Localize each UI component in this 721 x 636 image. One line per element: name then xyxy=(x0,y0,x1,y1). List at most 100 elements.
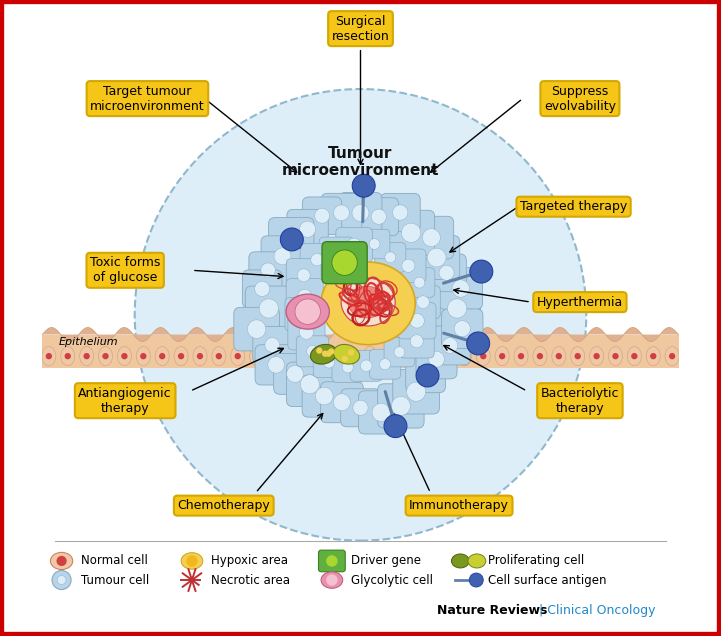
Ellipse shape xyxy=(609,347,622,366)
FancyBboxPatch shape xyxy=(255,345,297,385)
Ellipse shape xyxy=(174,347,188,366)
Circle shape xyxy=(296,308,309,321)
Circle shape xyxy=(410,314,425,328)
Circle shape xyxy=(439,265,454,280)
FancyBboxPatch shape xyxy=(245,286,292,331)
Circle shape xyxy=(414,277,425,288)
FancyBboxPatch shape xyxy=(427,254,466,292)
Circle shape xyxy=(322,350,328,357)
FancyBboxPatch shape xyxy=(387,211,435,255)
Ellipse shape xyxy=(382,347,396,366)
FancyBboxPatch shape xyxy=(286,362,333,406)
Ellipse shape xyxy=(457,347,472,366)
Text: Hyperthermia: Hyperthermia xyxy=(537,296,623,308)
Circle shape xyxy=(469,573,483,587)
Circle shape xyxy=(348,349,354,356)
Circle shape xyxy=(178,353,185,359)
FancyBboxPatch shape xyxy=(404,268,435,298)
Circle shape xyxy=(234,353,241,359)
Circle shape xyxy=(452,280,469,297)
Ellipse shape xyxy=(311,345,337,364)
Circle shape xyxy=(186,555,198,567)
Circle shape xyxy=(291,353,298,359)
Ellipse shape xyxy=(306,347,320,366)
FancyBboxPatch shape xyxy=(441,309,483,349)
Circle shape xyxy=(454,321,470,336)
Text: Normal cell: Normal cell xyxy=(81,555,148,567)
Circle shape xyxy=(56,556,66,566)
FancyBboxPatch shape xyxy=(286,279,323,314)
Text: Antiangiogenic
therapy: Antiangiogenic therapy xyxy=(79,387,172,415)
Ellipse shape xyxy=(231,347,244,366)
Ellipse shape xyxy=(438,347,453,366)
Circle shape xyxy=(392,205,408,220)
FancyBboxPatch shape xyxy=(300,244,334,276)
FancyBboxPatch shape xyxy=(433,286,481,331)
Circle shape xyxy=(140,353,146,359)
Circle shape xyxy=(84,353,90,359)
FancyBboxPatch shape xyxy=(332,352,363,382)
FancyBboxPatch shape xyxy=(430,326,470,365)
Ellipse shape xyxy=(212,347,226,366)
Circle shape xyxy=(57,576,66,584)
FancyBboxPatch shape xyxy=(336,228,373,263)
Circle shape xyxy=(442,353,448,359)
Circle shape xyxy=(314,208,329,223)
Circle shape xyxy=(428,351,444,367)
Ellipse shape xyxy=(321,262,415,345)
FancyBboxPatch shape xyxy=(384,338,415,367)
Ellipse shape xyxy=(341,278,395,326)
FancyBboxPatch shape xyxy=(322,242,367,284)
Circle shape xyxy=(480,353,487,359)
FancyBboxPatch shape xyxy=(369,349,401,379)
Circle shape xyxy=(298,289,311,303)
Circle shape xyxy=(402,223,421,242)
FancyBboxPatch shape xyxy=(234,307,280,351)
Ellipse shape xyxy=(321,572,342,588)
Ellipse shape xyxy=(79,347,94,366)
Text: Nature Reviews: Nature Reviews xyxy=(437,604,547,617)
Ellipse shape xyxy=(286,294,329,329)
Text: Proliferating cell: Proliferating cell xyxy=(487,555,584,567)
Text: Tumour cell: Tumour cell xyxy=(81,574,149,586)
FancyBboxPatch shape xyxy=(313,347,345,378)
FancyBboxPatch shape xyxy=(378,384,424,428)
FancyBboxPatch shape xyxy=(416,340,457,379)
Text: Bacteriolytic
therapy: Bacteriolytic therapy xyxy=(541,387,619,415)
Circle shape xyxy=(348,238,361,252)
Ellipse shape xyxy=(514,347,528,366)
Circle shape xyxy=(216,353,222,359)
Circle shape xyxy=(334,205,350,221)
Circle shape xyxy=(261,263,275,277)
Circle shape xyxy=(102,353,109,359)
FancyBboxPatch shape xyxy=(393,370,440,414)
Circle shape xyxy=(259,299,278,318)
Ellipse shape xyxy=(61,347,75,366)
Ellipse shape xyxy=(665,347,679,366)
FancyBboxPatch shape xyxy=(303,197,342,235)
Circle shape xyxy=(306,345,318,357)
FancyBboxPatch shape xyxy=(321,193,362,232)
Ellipse shape xyxy=(118,347,131,366)
Text: Target tumour
microenvironment: Target tumour microenvironment xyxy=(90,85,205,113)
FancyBboxPatch shape xyxy=(350,350,382,381)
Ellipse shape xyxy=(348,286,386,318)
FancyBboxPatch shape xyxy=(288,315,325,350)
Circle shape xyxy=(265,338,280,352)
Circle shape xyxy=(328,349,335,355)
FancyBboxPatch shape xyxy=(253,326,292,364)
Circle shape xyxy=(593,353,600,359)
Circle shape xyxy=(197,353,203,359)
Circle shape xyxy=(267,357,284,373)
Circle shape xyxy=(316,347,322,354)
Circle shape xyxy=(326,574,337,586)
Circle shape xyxy=(379,359,391,370)
Circle shape xyxy=(45,353,52,359)
Circle shape xyxy=(326,555,337,567)
Circle shape xyxy=(121,353,128,359)
FancyBboxPatch shape xyxy=(359,198,399,236)
FancyBboxPatch shape xyxy=(406,286,441,319)
Circle shape xyxy=(247,320,266,338)
Text: Cell surface antigen: Cell surface antigen xyxy=(487,574,606,586)
Circle shape xyxy=(352,204,369,221)
